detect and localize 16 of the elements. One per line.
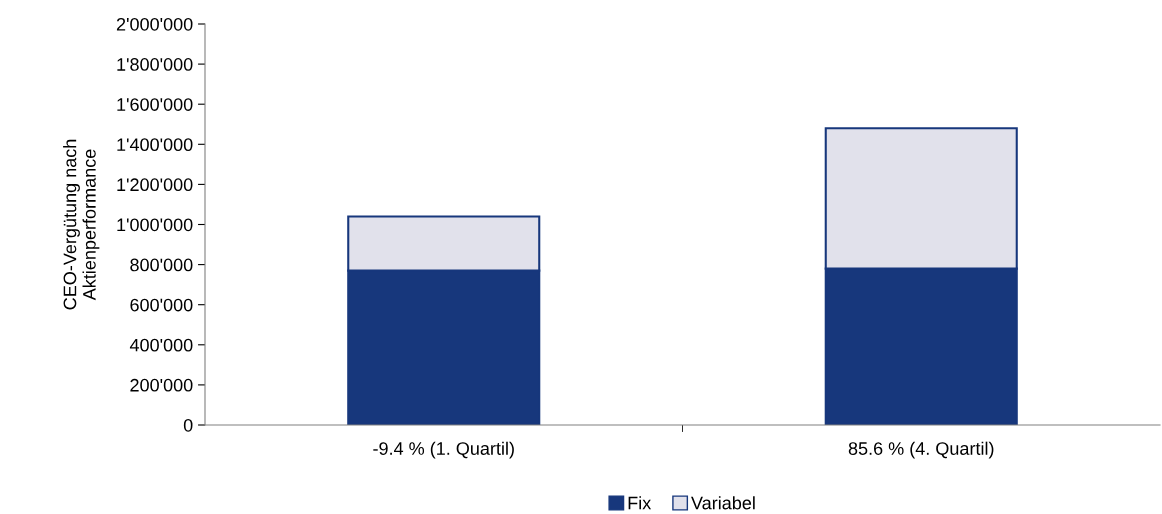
- legend-label: Variabel: [691, 496, 755, 510]
- y-tick-label: 800'000: [130, 258, 193, 272]
- y-tick-label: 1'600'000: [117, 98, 193, 111]
- y-tick-label: 0: [183, 418, 193, 432]
- y-tick-label: 400'000: [129, 338, 193, 352]
- y-tick-label: 1'000'000: [117, 218, 193, 232]
- y-tick-label: 2'000'000: [116, 17, 193, 31]
- y-tick-label: 1'400'000: [117, 138, 193, 152]
- y-axis-title: CEO-Vergütung nach Aktienperformance: [63, 139, 100, 310]
- x-tick-label: 85.6 % (4. Quartil): [848, 441, 994, 459]
- y-tick-label: 200'000: [130, 378, 193, 392]
- y-tick-label: 1'200'000: [117, 178, 193, 192]
- legend-label: Fix: [628, 496, 652, 510]
- y-tick-label: 600'000: [130, 298, 193, 312]
- x-tick-label: -9.4 % (1. Quartil): [373, 441, 514, 459]
- y-tick-label: 1'800'000: [117, 58, 193, 71]
